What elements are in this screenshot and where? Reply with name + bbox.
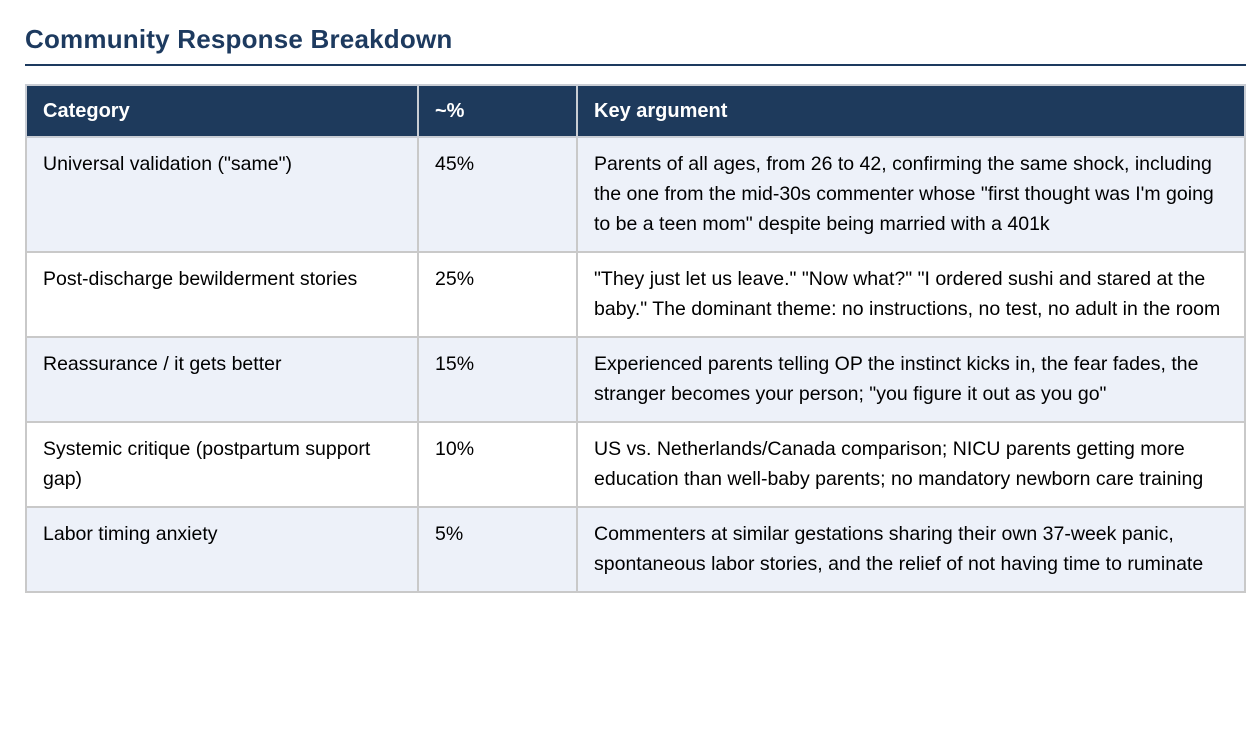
table-row: Universal validation ("same") 45% Parent…: [25, 136, 1246, 253]
header-cell-key-argument: Key argument: [576, 84, 1246, 138]
percent-cell: 45%: [417, 136, 578, 253]
percent-cell: 10%: [417, 421, 578, 508]
key-argument-cell: Parents of all ages, from 26 to 42, conf…: [576, 136, 1246, 253]
percent-cell: 25%: [417, 251, 578, 338]
header-cell-category: Category: [25, 84, 419, 138]
key-argument-cell: "They just let us leave." "Now what?" "I…: [576, 251, 1246, 338]
category-cell: Universal validation ("same"): [25, 136, 419, 253]
category-cell: Labor timing anxiety: [25, 506, 419, 593]
table-body: Universal validation ("same") 45% Parent…: [25, 136, 1246, 593]
category-cell: Post-discharge bewilderment stories: [25, 251, 419, 338]
key-argument-cell: Experienced parents telling OP the insti…: [576, 336, 1246, 423]
table-row: Reassurance / it gets better 15% Experie…: [25, 336, 1246, 423]
header-cell-percent: ~%: [417, 84, 578, 138]
key-argument-cell: Commenters at similar gestations sharing…: [576, 506, 1246, 593]
page-title: Community Response Breakdown: [25, 24, 1246, 66]
table-row: Post-discharge bewilderment stories 25% …: [25, 251, 1246, 338]
category-cell: Reassurance / it gets better: [25, 336, 419, 423]
community-response-table: Category ~% Key argument Universal valid…: [25, 84, 1246, 593]
table-row: Labor timing anxiety 5% Commenters at si…: [25, 506, 1246, 593]
table-row: Systemic critique (postpartum support ga…: [25, 421, 1246, 508]
key-argument-cell: US vs. Netherlands/Canada comparison; NI…: [576, 421, 1246, 508]
category-cell: Systemic critique (postpartum support ga…: [25, 421, 419, 508]
page-content: Community Response Breakdown Category ~%…: [25, 24, 1246, 593]
percent-cell: 15%: [417, 336, 578, 423]
table-header-row: Category ~% Key argument: [25, 84, 1246, 138]
percent-cell: 5%: [417, 506, 578, 593]
